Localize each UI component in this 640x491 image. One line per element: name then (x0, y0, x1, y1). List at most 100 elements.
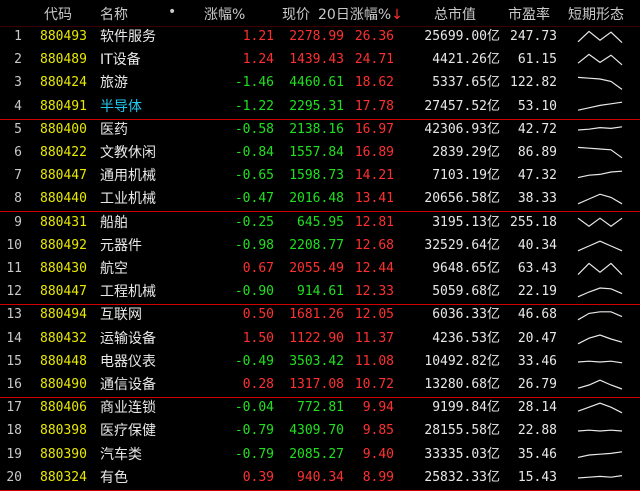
table-row[interactable]: 10 880492 元器件 -0.98 2208.77 12.68 32529.64亿 40.… (0, 235, 640, 258)
table-row[interactable]: 17 880406 商业连锁 -0.04 772.81 9.94 9199.84亿 28.14 (0, 397, 640, 420)
col-pe-header[interactable]: 市盈率 (508, 7, 550, 23)
sector-code: 880430 (40, 261, 87, 276)
row-index: 2 (14, 52, 22, 68)
trend-line (577, 474, 623, 479)
market-cap: 33335.03亿 (424, 446, 500, 462)
sector-code: 880431 (40, 214, 87, 230)
change-pct: 1.24 (242, 52, 274, 68)
table-row[interactable]: 15 880448 电器仪表 -0.49 3503.42 11.08 10492.82亿 33… (0, 351, 640, 374)
trend-line (577, 146, 623, 159)
current-price: 4460.61 (289, 75, 344, 91)
change-20d: 14.21 (354, 168, 394, 184)
table-row[interactable]: 3 880424 旅游 -1.46 4460.61 18.62 5337.65亿 122.82 (0, 72, 640, 95)
row-index: 9 (14, 214, 22, 230)
sector-code: 880489 (40, 52, 87, 68)
trend-sparkline (577, 429, 623, 432)
col-price-header[interactable]: 现价 (282, 7, 310, 23)
sector-code: 880440 (40, 191, 87, 207)
market-cap: 4421.26亿 (432, 52, 500, 68)
current-price: 2138.16 (289, 121, 344, 137)
sector-name: 工业机械 (100, 191, 156, 208)
trend-sparkline (577, 101, 623, 111)
market-cap: 6036.33亿 (432, 307, 500, 323)
table-row[interactable]: 14 880432 运输设备 1.50 1122.90 11.37 4236.53亿 20.4… (0, 328, 640, 351)
sector-name: 旅游 (100, 75, 128, 92)
trend-line (577, 170, 623, 179)
change-20d: 13.41 (354, 191, 394, 207)
pe-ratio: 61.15 (517, 52, 557, 68)
current-price: 3503.42 (289, 353, 344, 369)
change-20d: 16.89 (354, 145, 394, 160)
col-change-header[interactable]: 涨幅% (204, 7, 246, 23)
col-market-cap-header[interactable]: 总市值 (434, 7, 476, 23)
table-row[interactable]: 18 880398 医疗保健 -0.79 4309.70 9.85 28155.58亿 22.… (0, 420, 640, 443)
change-pct: 1.50 (242, 330, 274, 346)
trend-line (577, 262, 623, 276)
row-index: 5 (14, 121, 22, 137)
sector-code: 880398 (40, 423, 87, 439)
trend-line (577, 126, 623, 131)
trend-sparkline (577, 262, 623, 276)
current-price: 2085.27 (289, 446, 344, 462)
row-index: 17 (6, 400, 22, 416)
table-row[interactable]: 19 880390 汽车类 -0.79 2085.27 9.40 33335.03亿 35.4… (0, 444, 640, 467)
trend-line (577, 311, 623, 321)
col-name-header[interactable]: 名称 (100, 7, 128, 23)
table-row[interactable]: 8 880440 工业机械 -0.47 2016.48 13.41 20656.58亿 38.… (0, 188, 640, 213)
trend-line (577, 360, 623, 364)
trend-line (577, 402, 623, 414)
trend-sparkline (577, 311, 623, 321)
trend-sparkline (577, 333, 623, 344)
col-20d-change-header[interactable]: 20日涨幅%↓ (318, 4, 403, 24)
trend-line (577, 240, 623, 252)
table-row[interactable]: 9 880431 船舶 -0.25 645.95 12.81 3195.13亿 255.18 (0, 212, 640, 235)
trend-line (577, 333, 623, 344)
table-row[interactable]: 1 880493 软件服务 1.21 2278.99 26.36 25699.00亿 247.… (0, 26, 640, 49)
table-row[interactable]: 13 880494 互联网 0.50 1681.26 12.05 6036.33亿 46.68 (0, 304, 640, 327)
table-row[interactable]: 7 880447 通用机械 -0.65 1598.73 14.21 7103.19亿 47.3… (0, 165, 640, 188)
col-trend-header[interactable]: 短期形态 (568, 7, 624, 23)
change-pct: 0.28 (242, 377, 274, 392)
change-pct: -0.25 (234, 214, 274, 230)
table-row[interactable]: 12 880447 工程机械 -0.90 914.61 12.33 5059.68亿 22.1… (0, 281, 640, 306)
sector-name: 元器件 (100, 237, 142, 254)
sector-name: 商业连锁 (100, 400, 156, 417)
row-index: 11 (6, 261, 22, 276)
trend-line (577, 101, 623, 111)
change-20d: 12.44 (354, 261, 394, 276)
market-cap: 5059.68亿 (432, 284, 500, 300)
table-row[interactable]: 5 880400 医药 -0.58 2138.16 16.97 42306.93亿 42.72 (0, 119, 640, 142)
sector-name: 电器仪表 (100, 353, 156, 370)
current-price: 645.95 (297, 214, 344, 230)
pe-ratio: 15.43 (517, 469, 557, 485)
current-price: 1439.43 (289, 52, 344, 68)
current-price: 1557.84 (289, 145, 344, 160)
table-row[interactable]: 11 880430 航空 0.67 2055.49 12.44 9648.65亿 63.43 (0, 258, 640, 281)
table-row[interactable]: 20 880324 有色 0.39 940.34 8.99 25832.33亿 15.43 (0, 467, 640, 491)
market-cap: 7103.19亿 (432, 168, 500, 184)
row-index: 14 (6, 330, 22, 346)
market-cap: 2839.29亿 (432, 145, 500, 160)
table-row[interactable]: 16 880490 通信设备 0.28 1317.08 10.72 13280.68亿 26.… (0, 374, 640, 398)
row-index: 1 (14, 29, 22, 44)
market-cap: 42306.93亿 (424, 121, 500, 137)
change-20d: 12.33 (354, 284, 394, 300)
table-row[interactable]: 6 880422 文教休闲 -0.84 1557.84 16.89 2839.29亿 86.8… (0, 142, 640, 165)
sector-code: 880447 (40, 168, 87, 184)
table-row[interactable]: 4 880491 半导体 -1.22 2295.31 17.78 27457.52亿 53.1… (0, 96, 640, 120)
col-code-header[interactable]: 代码 (44, 7, 72, 23)
change-pct: -0.65 (234, 168, 274, 184)
current-price: 2055.49 (289, 261, 344, 276)
sector-name: 医药 (100, 121, 128, 138)
table-row[interactable]: 2 880489 IT设备 1.24 1439.43 24.71 4421.26亿 61.15 (0, 49, 640, 72)
column-header-row: 代码 名称 • 涨幅% 现价 20日涨幅%↓ 总市值 市盈率 短期形态 (0, 0, 640, 27)
sector-name: 汽车类 (100, 446, 142, 463)
sector-name: 航空 (100, 261, 128, 277)
sector-name: 软件服务 (100, 29, 156, 45)
market-cap: 28155.58亿 (424, 423, 500, 439)
col-20d-change-label: 20日涨幅% (318, 7, 392, 23)
change-20d: 9.40 (362, 446, 394, 462)
market-cap: 10492.82亿 (424, 353, 500, 369)
change-pct: -0.04 (234, 400, 274, 416)
